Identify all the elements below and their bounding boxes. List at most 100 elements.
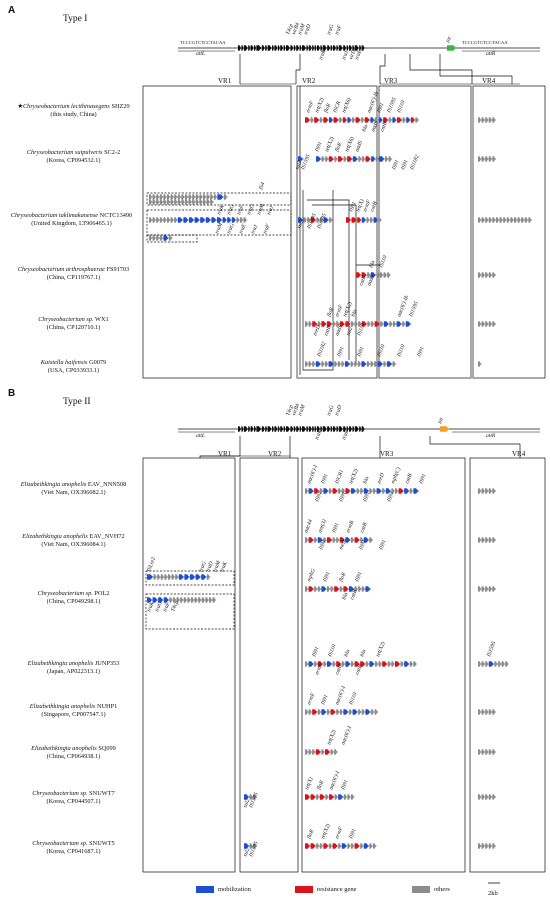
b6-gene-5 <box>325 749 330 755</box>
a4-top-label-0: bla <box>368 260 376 269</box>
a3-vr1-2-gene-4 <box>163 199 167 205</box>
a3-vr1-bot-label-4: traF <box>262 223 272 235</box>
b1-gene-18 <box>385 488 391 494</box>
b2-bot-label-2: IS91 <box>358 539 368 552</box>
b1-vr4-gene-0 <box>478 488 481 494</box>
b8-vr2-l-label-0: sul2 <box>242 847 251 858</box>
b5-top-label-2: aac(6')-I <box>333 684 347 706</box>
a3-vr1-2-gene-15 <box>203 199 206 205</box>
b1-bot-label-3: IS91 <box>386 491 396 504</box>
backbone-b-gene-1 <box>241 426 244 432</box>
a6-gene-8 <box>337 361 341 367</box>
b8-gene-5 <box>329 843 332 849</box>
b3-vr1-1-gene-6 <box>171 574 175 580</box>
a3-vr3-gene-6 <box>373 217 378 223</box>
a3-vr4-gene-14 <box>528 217 532 223</box>
a1-gene-10 <box>352 117 355 123</box>
b6-gene-4 <box>321 749 325 755</box>
a3-vr3-gene-2 <box>357 217 362 223</box>
b1-gene-7 <box>338 488 342 494</box>
b3-vr1-2-gene-16 <box>212 597 216 603</box>
b4-gene-16 <box>378 661 382 667</box>
a3-vr1-3-gene-2 <box>156 217 160 223</box>
a5-gene-23 <box>405 321 411 327</box>
strain-a-6: Kaistella haifensis G0079 (USA, CP033933.… <box>40 359 107 374</box>
strain-b-6: Elizabethkingia anophelis SQ099 (China, C… <box>31 745 116 760</box>
backbone-b-label-4: traG <box>326 405 335 417</box>
b2-gene-0 <box>305 537 308 543</box>
backbone-a-gene-7 <box>261 45 265 51</box>
legend-swatch-red <box>295 886 313 893</box>
a5-gene-1 <box>308 321 312 327</box>
a1-gene-8 <box>342 117 347 123</box>
a3-vr1-1-gene-6 <box>170 194 174 200</box>
b6-gene-1 <box>308 749 312 755</box>
backbone-a-gene-32 <box>338 45 343 51</box>
b4-gene-6 <box>332 661 336 667</box>
backbone-b-gene-21 <box>306 426 309 432</box>
backbone-b-gene-0 <box>238 426 241 432</box>
a3-vr3-gene-7 <box>378 217 382 223</box>
a2-gene-9 <box>358 156 362 162</box>
b1-gene-9 <box>345 488 351 494</box>
b1-gene-0 <box>305 488 308 494</box>
b3-bot-label-0: bla <box>341 592 349 601</box>
backbone-a-gene-16 <box>290 45 294 51</box>
b3-vr1-1-gene-9 <box>184 574 190 580</box>
b7-gene-5 <box>329 794 334 800</box>
panel-b-letter: B <box>8 388 16 399</box>
b4-gene-21 <box>400 661 404 667</box>
a3-vr1-2-gene-8 <box>177 199 181 205</box>
a3-vr2-gene-1 <box>303 217 307 223</box>
b5-vr4-gene-3 <box>488 709 492 715</box>
a3-vr4-gene-13 <box>524 217 528 223</box>
b2-gene-1 <box>308 537 314 543</box>
a3-vr1-4-gene-1 <box>152 235 156 241</box>
backbone-b-gene-28 <box>327 426 331 432</box>
vr3-box-a <box>378 85 472 379</box>
b8-vr2-l-label-1: IS1595 <box>248 841 260 859</box>
b7-gene-7 <box>338 794 344 800</box>
b2-vr4-gene-4 <box>492 537 496 543</box>
backbone-b-gene-30 <box>333 426 336 432</box>
backbone-a-gene-2 <box>243 45 248 51</box>
b3-top-label-1: IS91 <box>322 571 332 584</box>
a5-gene-2 <box>312 321 318 327</box>
a2-top-label-0: IS91 <box>314 141 324 154</box>
b6-vr4-gene-2 <box>485 749 489 755</box>
b2-vr4-gene-1 <box>481 537 485 543</box>
a3-vr1-3-gene-10 <box>189 217 194 223</box>
a1-gene-22 <box>406 117 411 123</box>
a1-gene-5 <box>329 117 333 123</box>
a1-gene-4 <box>323 117 329 123</box>
a2-gene-16 <box>388 156 392 162</box>
vr2-connector-a <box>295 54 301 84</box>
backbone-b-gene-38 <box>359 426 362 432</box>
b3-vr1-bot-label-1: traG <box>154 601 164 613</box>
backbone-b-gene-6 <box>256 426 262 432</box>
a6-gene-18 <box>377 361 383 367</box>
a6-top-label-5: IS91 <box>416 346 426 359</box>
strain-b-1: Elizabethkingia anophelis EAV_NNN508 (Vie… <box>20 481 127 496</box>
b5-vr4-gene-4 <box>492 709 496 715</box>
backbone-b-gene-13 <box>280 426 284 432</box>
a4-vr4-gene-2 <box>485 272 489 278</box>
a3-vr1-3-gene-4 <box>163 217 167 223</box>
a5-gene-4 <box>321 321 327 327</box>
b3-vr1-top-label-1: traD <box>205 561 215 573</box>
a1-vr4-gene-1 <box>481 117 485 123</box>
int-a-label: int <box>445 36 453 44</box>
b1-gene-6 <box>332 488 338 494</box>
b8-gene-3 <box>319 843 323 849</box>
backbone-b-gene-24 <box>314 426 317 432</box>
vr2-inner-a-2 <box>302 190 334 371</box>
b1-bot-label-1: IS91 <box>338 491 348 504</box>
backbone-b-gene-23 <box>312 426 315 432</box>
vr2-label-a: VR2 <box>302 77 316 85</box>
b5-gene-2 <box>312 709 318 715</box>
a3-vr1-1-gene-15 <box>203 194 206 200</box>
a2-gene-14 <box>379 156 385 162</box>
backbone-a-gene-18 <box>296 45 300 51</box>
a5-bot-label-2: aadS <box>334 324 344 337</box>
backbone-b-label-3: traK <box>314 429 323 441</box>
